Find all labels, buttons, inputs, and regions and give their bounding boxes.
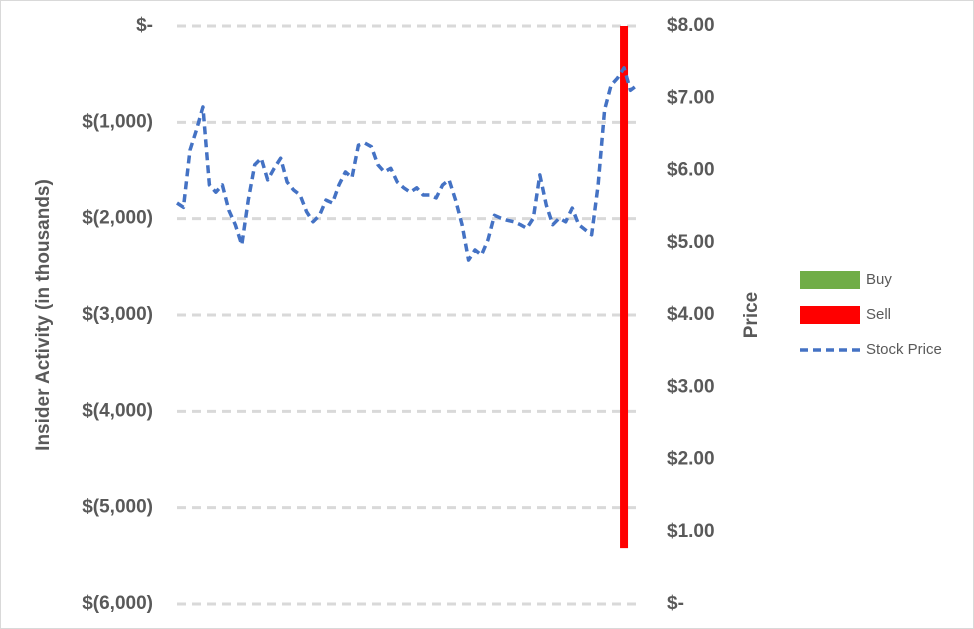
y2-tick-label: $8.00 — [667, 15, 715, 36]
legend-swatch — [800, 306, 860, 324]
y-tick-label: $(4,000) — [82, 400, 153, 421]
y2-tick-label: $3.00 — [667, 376, 715, 397]
y2-tick-label: $2.00 — [667, 449, 715, 470]
legend-label: Buy — [866, 271, 892, 288]
legend-swatch — [800, 271, 860, 289]
legend-label: Stock Price — [866, 341, 942, 358]
y-tick-label: $(2,000) — [82, 208, 153, 229]
y-tick-label: $(3,000) — [82, 304, 153, 325]
y-tick-label: $(5,000) — [82, 497, 153, 518]
y2-tick-label: $7.00 — [667, 87, 715, 108]
y2-axis-title: Price — [741, 292, 762, 338]
price-line — [176, 66, 639, 262]
y2-tick-label: $1.00 — [667, 521, 715, 542]
y2-tick-label: $- — [667, 593, 684, 614]
y-tick-label: $(6,000) — [82, 593, 153, 614]
y-tick-label: $(1,000) — [82, 111, 153, 132]
y2-tick-label: $5.00 — [667, 232, 715, 253]
legend-label: Sell — [866, 306, 891, 323]
y2-tick-label: $4.00 — [667, 304, 715, 325]
bar — [620, 26, 629, 549]
y-tick-label: $- — [136, 15, 153, 36]
y-axis-title: Insider Activity (in thousands) — [33, 179, 54, 451]
y2-tick-label: $6.00 — [667, 160, 715, 181]
